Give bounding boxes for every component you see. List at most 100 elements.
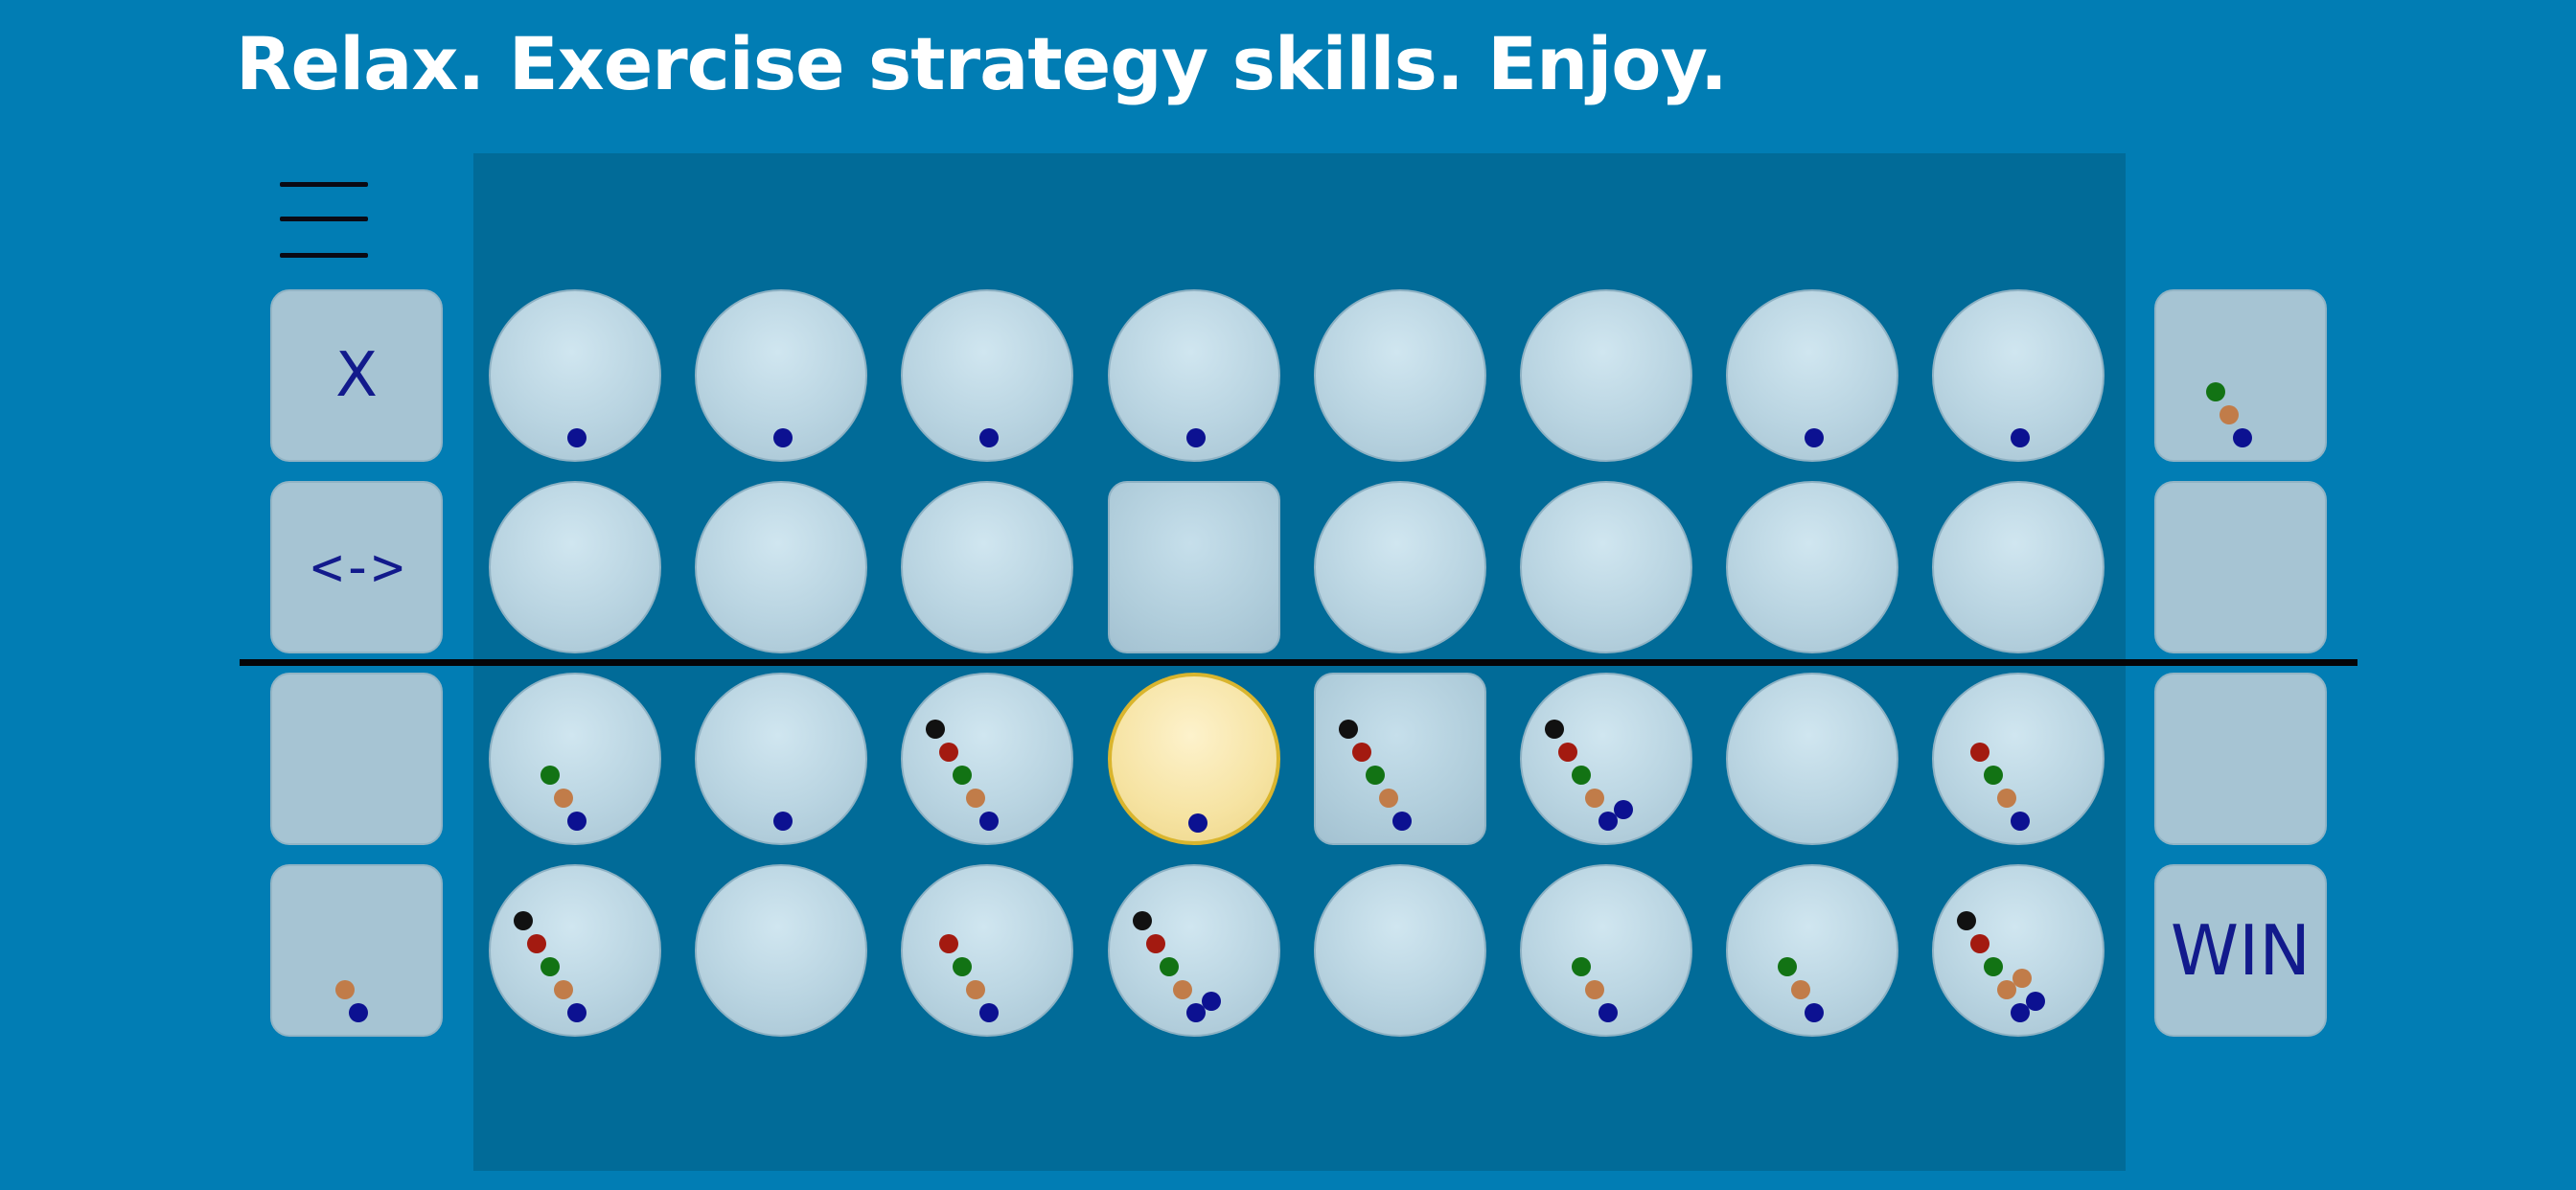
peg-cell[interactable] bbox=[1520, 864, 1692, 1037]
peg-cell[interactable] bbox=[489, 673, 661, 845]
peg-cell[interactable] bbox=[1108, 289, 1280, 462]
left-slot-3[interactable] bbox=[270, 673, 443, 845]
red-peg bbox=[1352, 743, 1371, 762]
blue-peg bbox=[1186, 1003, 1206, 1022]
hamburger-menu-icon[interactable] bbox=[280, 180, 368, 261]
peg-cell[interactable] bbox=[1520, 481, 1692, 653]
blue-peg bbox=[2233, 428, 2252, 447]
peg-cell[interactable] bbox=[1932, 864, 2104, 1037]
blue-peg bbox=[567, 812, 586, 831]
blue-peg bbox=[1805, 428, 1824, 447]
orange-peg bbox=[554, 980, 573, 999]
orange-peg bbox=[1585, 789, 1604, 808]
green-peg bbox=[953, 957, 972, 976]
blue-peg bbox=[1186, 428, 1206, 447]
peg-cell[interactable] bbox=[901, 673, 1073, 845]
peg-cell[interactable] bbox=[695, 289, 867, 462]
peg-cell[interactable] bbox=[1726, 289, 1898, 462]
peg-cell[interactable] bbox=[1726, 673, 1898, 845]
orange-peg bbox=[335, 980, 355, 999]
black-peg bbox=[1339, 720, 1358, 739]
orange-peg bbox=[1791, 980, 1810, 999]
peg-cell[interactable] bbox=[695, 864, 867, 1037]
peg-cell[interactable] bbox=[1108, 864, 1280, 1037]
red-peg bbox=[1970, 934, 1990, 953]
row-divider-line bbox=[240, 659, 2358, 666]
peg-cell[interactable] bbox=[489, 864, 661, 1037]
black-peg bbox=[1957, 911, 1976, 930]
peg-cell-selected[interactable] bbox=[1108, 673, 1280, 845]
swap-button-label: <-> bbox=[310, 536, 403, 599]
blue-peg bbox=[567, 1003, 586, 1022]
black-peg bbox=[1133, 911, 1152, 930]
peg-cell[interactable] bbox=[1314, 289, 1486, 462]
red-peg bbox=[939, 743, 958, 762]
black-peg bbox=[926, 720, 945, 739]
green-peg bbox=[1984, 957, 2003, 976]
blue-peg bbox=[567, 428, 586, 447]
right-slot-2[interactable] bbox=[2154, 481, 2327, 653]
left-slot-4[interactable] bbox=[270, 864, 443, 1037]
red-peg bbox=[1558, 743, 1577, 762]
blue-peg bbox=[1188, 813, 1208, 833]
black-peg bbox=[514, 911, 533, 930]
green-peg bbox=[1572, 957, 1591, 976]
orange-peg bbox=[966, 789, 985, 808]
blue-peg bbox=[349, 1003, 368, 1022]
blue-peg bbox=[979, 428, 999, 447]
peg-cell[interactable] bbox=[695, 673, 867, 845]
peg-cell[interactable] bbox=[1108, 481, 1280, 653]
orange-peg bbox=[1997, 980, 2016, 999]
orange-peg bbox=[966, 980, 985, 999]
peg-cell[interactable] bbox=[1314, 481, 1486, 653]
close-button-label: X bbox=[335, 340, 378, 411]
peg-cell[interactable] bbox=[1726, 864, 1898, 1037]
peg-cell[interactable] bbox=[1314, 864, 1486, 1037]
blue-peg bbox=[2011, 1003, 2030, 1022]
peg-cell[interactable] bbox=[489, 289, 661, 462]
blue-peg bbox=[979, 812, 999, 831]
peg-cell[interactable] bbox=[695, 481, 867, 653]
green-peg bbox=[540, 957, 560, 976]
blue-peg bbox=[2011, 428, 2030, 447]
peg-cell[interactable] bbox=[489, 481, 661, 653]
red-peg bbox=[1146, 934, 1165, 953]
orange-peg bbox=[1585, 980, 1604, 999]
red-peg bbox=[1970, 743, 1990, 762]
peg-cell[interactable] bbox=[901, 481, 1073, 653]
orange-peg bbox=[1379, 789, 1398, 808]
blue-peg bbox=[773, 812, 793, 831]
black-peg bbox=[1545, 720, 1564, 739]
close-button[interactable]: X bbox=[270, 289, 443, 462]
blue-peg bbox=[979, 1003, 999, 1022]
peg-cell[interactable] bbox=[1932, 673, 2104, 845]
peg-cell[interactable] bbox=[1726, 481, 1898, 653]
peg-cell[interactable] bbox=[901, 864, 1073, 1037]
green-peg bbox=[2206, 382, 2225, 401]
green-peg bbox=[1572, 766, 1591, 785]
right-slot-1[interactable] bbox=[2154, 289, 2327, 462]
blue-peg bbox=[1392, 812, 1412, 831]
green-peg bbox=[1366, 766, 1385, 785]
green-peg bbox=[540, 766, 560, 785]
swap-button[interactable]: <-> bbox=[270, 481, 443, 653]
orange-peg bbox=[1173, 980, 1192, 999]
green-peg bbox=[1984, 766, 2003, 785]
blue-peg bbox=[1614, 800, 1633, 819]
blue-peg bbox=[1598, 812, 1618, 831]
peg-cell[interactable] bbox=[1520, 289, 1692, 462]
right-slot-3[interactable] bbox=[2154, 673, 2327, 845]
peg-cell[interactable] bbox=[1314, 673, 1486, 845]
blue-peg bbox=[773, 428, 793, 447]
peg-cell[interactable] bbox=[1932, 481, 2104, 653]
peg-cell[interactable] bbox=[1932, 289, 2104, 462]
win-button-label: WIN bbox=[2170, 910, 2312, 991]
orange-peg bbox=[1997, 789, 2016, 808]
orange-peg bbox=[2012, 969, 2032, 988]
peg-cell[interactable] bbox=[1520, 673, 1692, 845]
win-button[interactable]: WIN bbox=[2154, 864, 2327, 1037]
red-peg bbox=[939, 934, 958, 953]
orange-peg bbox=[2220, 405, 2239, 424]
peg-cell[interactable] bbox=[901, 289, 1073, 462]
orange-peg bbox=[554, 789, 573, 808]
